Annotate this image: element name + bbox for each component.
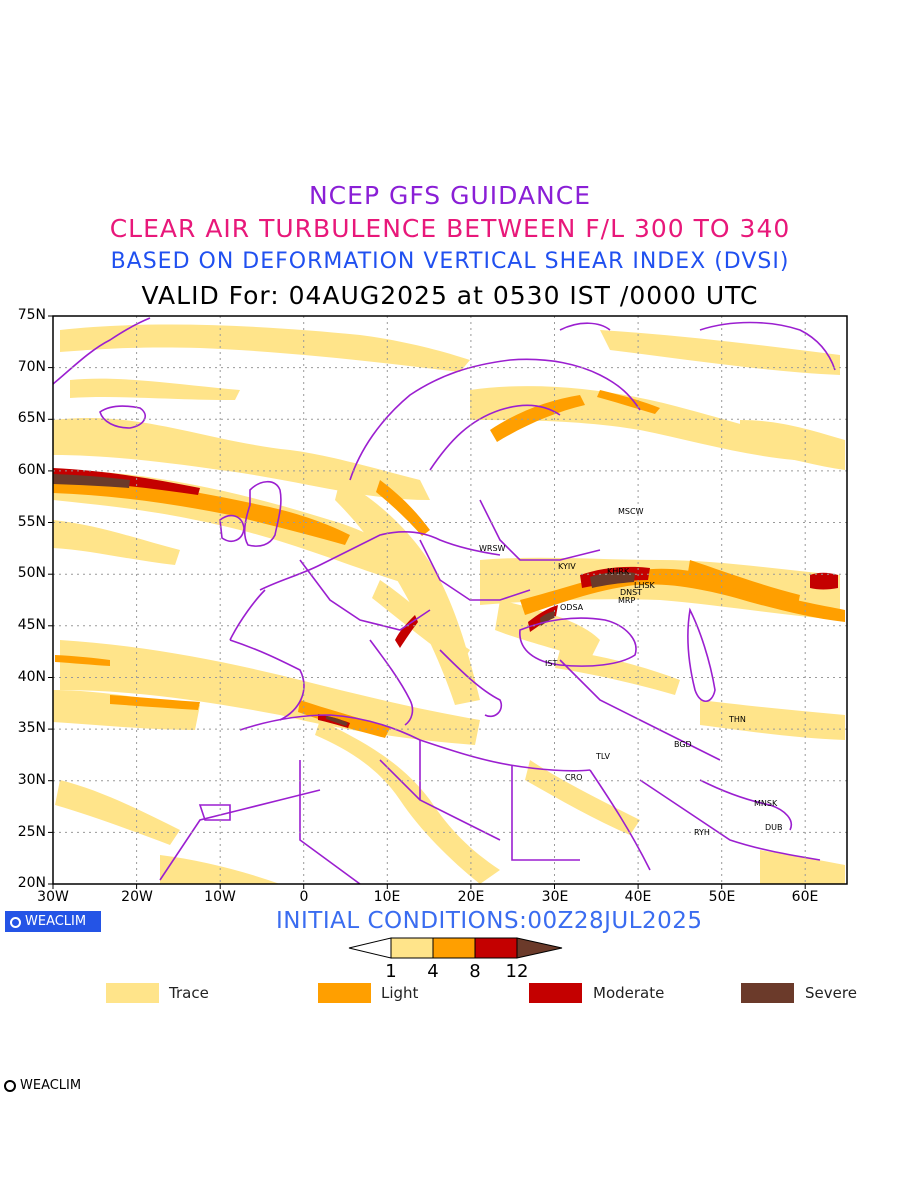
colorbar-tick: 1 xyxy=(385,961,397,982)
lat-label-45n: 45N xyxy=(17,617,46,633)
brand-label: WEACLIM xyxy=(25,914,87,929)
brand-footer-label: WEACLIM xyxy=(20,1078,82,1093)
city-label: ODSA xyxy=(560,603,584,612)
colorbar-severe-arrow xyxy=(516,937,563,959)
city-label: DNST xyxy=(620,588,643,597)
lat-label-50n: 50N xyxy=(17,565,46,581)
chart-title: NCEP GFS GUIDANCE xyxy=(308,181,591,210)
city-label: MRP xyxy=(618,596,636,605)
city-label: BGD xyxy=(674,740,692,749)
lon-label-0: 0 xyxy=(299,889,309,905)
city-label: LHSK xyxy=(634,581,655,590)
lat-label-70n: 70N xyxy=(17,359,46,375)
lat-label-75n: 75N xyxy=(17,307,46,323)
city-label: WRSW xyxy=(479,544,506,553)
lat-lon-grid xyxy=(53,316,847,884)
colorbar-moderate-box xyxy=(474,937,518,959)
legend-label-moderate: Moderate xyxy=(593,984,665,1002)
city-label: KHRK xyxy=(607,567,630,576)
city-label: MSCW xyxy=(618,507,644,516)
city-label: KYIV xyxy=(558,562,576,571)
city-label: THN xyxy=(729,715,746,724)
colorbar-trace-box xyxy=(390,937,434,959)
colorbar-light-box xyxy=(432,937,476,959)
light-areas xyxy=(53,390,845,738)
initial-conditions: INITIAL CONDITIONS:00Z28JUL2025 xyxy=(276,908,703,934)
legend-swatch-moderate xyxy=(529,983,582,1003)
lat-label-40n: 40N xyxy=(17,669,46,685)
weaclim-footer-logo: WEACLIM xyxy=(4,1078,81,1093)
colorbar-low-arrow xyxy=(348,937,392,959)
lat-label-20n: 20N xyxy=(17,875,46,891)
city-label: IST xyxy=(545,659,558,668)
lon-label-50e: 50E xyxy=(708,889,736,905)
lat-label-55n: 55N xyxy=(17,514,46,530)
circle-logo-icon xyxy=(4,1080,16,1092)
lon-label-20e: 20E xyxy=(457,889,485,905)
city-label: DUB xyxy=(765,823,783,832)
legend-label-severe: Severe xyxy=(805,984,857,1002)
lat-label-65n: 65N xyxy=(17,410,46,426)
lon-label-30e: 30E xyxy=(541,889,569,905)
legend-swatch-trace xyxy=(106,983,159,1003)
lon-label-40e: 40E xyxy=(624,889,652,905)
chart-subtitle: CLEAR AIR TURBULENCE BETWEEN F/L 300 TO … xyxy=(109,214,791,243)
lon-label-10w: 10W xyxy=(204,889,236,905)
colorbar-tick: 4 xyxy=(427,961,439,982)
city-label: MNSK xyxy=(754,799,778,808)
lon-label-60e: 60E xyxy=(791,889,819,905)
plot-frame xyxy=(52,315,848,885)
method-subtitle: BASED ON DEFORMATION VERTICAL SHEAR INDE… xyxy=(110,249,790,274)
weaclim-badge: WEACLIM xyxy=(5,911,101,932)
colorbar xyxy=(348,937,563,959)
lon-label-10e: 10E xyxy=(373,889,401,905)
circle-logo-icon xyxy=(10,917,21,928)
lon-label-20w: 20W xyxy=(121,889,153,905)
city-label: TLV xyxy=(596,752,610,761)
axis-ticks xyxy=(48,315,806,889)
lat-label-35n: 35N xyxy=(17,720,46,736)
legend-swatch-light xyxy=(318,983,371,1003)
legend-swatch-severe xyxy=(741,983,794,1003)
lat-label-30n: 30N xyxy=(17,772,46,788)
legend-label-light: Light xyxy=(381,984,419,1002)
colorbar-tick: 8 xyxy=(469,961,481,982)
lat-label-25n: 25N xyxy=(17,824,46,840)
lat-label-60n: 60N xyxy=(17,462,46,478)
legend-label-trace: Trace xyxy=(169,984,209,1002)
lon-label-30w: 30W xyxy=(37,889,69,905)
city-label: CRO xyxy=(565,773,583,782)
valid-time: VALID For: 04AUG2025 at 0530 IST /0000 U… xyxy=(141,281,759,310)
country-boundaries xyxy=(53,317,836,884)
city-label: RYH xyxy=(694,828,710,837)
colorbar-tick: 12 xyxy=(505,961,529,982)
